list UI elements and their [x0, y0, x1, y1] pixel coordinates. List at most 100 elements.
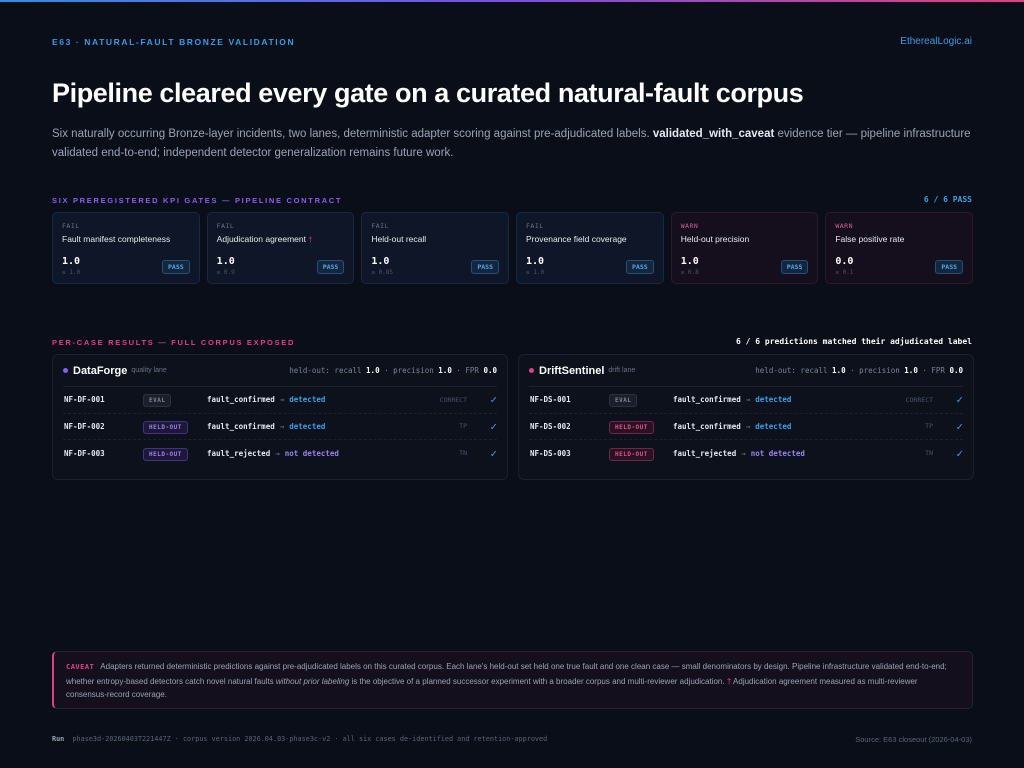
- pass-badge: PASS: [626, 260, 654, 274]
- case-id: NF-DS-003: [530, 448, 571, 458]
- gate-threshold: ≥ 0.8: [680, 269, 699, 276]
- recall-value: 1.0: [832, 366, 846, 375]
- lane-type: quality lane: [131, 367, 167, 374]
- recall-value: 1.0: [366, 366, 380, 375]
- case-result: TP: [459, 422, 467, 431]
- caveat-text: is the objective of a planned successor …: [349, 676, 727, 686]
- precision-value: 1.0: [904, 366, 918, 375]
- arrow-icon: →: [745, 421, 751, 431]
- metric-label: · precision: [379, 366, 439, 375]
- case-row: NF-DF-002 HELD-OUT fault_confirmed → detec…: [63, 414, 497, 440]
- metric-label: held-out: recall: [755, 366, 833, 375]
- gate-name-text: Held-out recall: [371, 234, 427, 244]
- case-row: NF-DF-003 HELD-OUT fault_rejected → not de…: [63, 440, 497, 467]
- case-result: CORRECT: [439, 395, 467, 404]
- caveat-box: CAVEAT Adapters returned deterministic pr…: [52, 651, 973, 709]
- lane-card: DriftSentinel drift lane held-out: recall…: [518, 354, 974, 480]
- brand-link[interactable]: EtherealLogic.ai: [900, 36, 972, 47]
- kpi-gate-card: FAIL Fault manifest completeness 1.0 ≥ 1…: [52, 212, 200, 284]
- split-badge: EVAL: [143, 394, 172, 408]
- kpi-gate-card: FAIL Held-out recall 1.0 ≥ 0.85 PASS: [361, 212, 510, 284]
- gate-name: Held-out precision: [681, 234, 809, 244]
- lede-text: Six naturally occurring Bronze-layer inc…: [52, 128, 653, 140]
- lane-dot-icon: [529, 368, 534, 373]
- prediction: detected: [289, 421, 326, 431]
- source: Source: E63 closeout (2026-04-03): [855, 735, 972, 744]
- caveat-text: Adapters returned deterministic predicti…: [66, 662, 947, 686]
- case-id: NF-DS-002: [530, 421, 571, 431]
- run-info: Run phase3d-20260403T221447Z · corpus ve…: [52, 735, 547, 743]
- kpi-gate-card: WARN False positive rate 0.0 ≤ 0.1 PASS: [825, 212, 974, 284]
- sep: ·: [330, 735, 343, 743]
- gate-name-text: Provenance field coverage: [526, 234, 627, 244]
- kpi-gate-card: FAIL Provenance field coverage 1.0 ≥ 1.0…: [516, 212, 664, 284]
- split-badge: EVAL: [609, 394, 638, 408]
- arrow-icon: →: [279, 395, 285, 405]
- run-id: phase3d-20260403T221447Z: [72, 735, 171, 743]
- split-badge: HELD-OUT: [143, 447, 188, 461]
- gate-value: 1.0: [62, 256, 81, 267]
- arrow-icon: →: [745, 395, 751, 405]
- kpi-gates: FAIL Fault manifest completeness 1.0 ≥ 1…: [52, 212, 974, 284]
- check-icon: ✓: [956, 393, 963, 407]
- prediction: detected: [755, 421, 792, 431]
- check-icon: ✓: [956, 419, 963, 433]
- metric-label: · FPR: [451, 366, 484, 375]
- dagger-mark: †: [308, 237, 313, 244]
- run-label: Run: [52, 735, 65, 743]
- check-icon: ✓: [490, 419, 497, 433]
- prediction: not detected: [284, 448, 339, 458]
- gate-name: Provenance field coverage: [526, 234, 654, 244]
- arrow-icon: →: [741, 448, 746, 458]
- gate-name: False positive rate: [835, 234, 963, 244]
- lane-metrics: held-out: recall 1.0 · precision 1.0 · F…: [755, 366, 963, 375]
- gate-value: 1.0: [371, 256, 390, 267]
- sep: ·: [170, 735, 183, 743]
- metric-label: · precision: [845, 366, 905, 375]
- gate-value: 0.0: [835, 256, 854, 267]
- cases-summary: 6 / 6 predictions matched their adjudica…: [735, 337, 972, 346]
- case-id: NF-DF-002: [64, 421, 105, 431]
- prediction: detected: [755, 395, 792, 405]
- caveat-label: CAVEAT: [66, 663, 95, 671]
- case-result: TN: [925, 449, 933, 458]
- lane-name: DataForge: [73, 364, 128, 377]
- prediction: detected: [289, 395, 326, 405]
- precision-value: 1.0: [438, 366, 452, 375]
- check-icon: ✓: [490, 446, 497, 460]
- pass-badge: PASS: [935, 260, 964, 274]
- adjudicated-label: fault_rejected: [207, 448, 271, 458]
- gate-severity: FAIL: [216, 222, 235, 230]
- arrow-icon: →: [279, 421, 285, 431]
- pass-badge: PASS: [162, 260, 190, 274]
- gate-threshold: ≥ 0.9: [216, 269, 235, 276]
- gate-name-text: False positive rate: [835, 234, 905, 244]
- evidence-tier: validated_with_caveat: [652, 128, 775, 140]
- gate-severity: FAIL: [371, 222, 389, 230]
- retention-note: all six cases de-identified and retentio…: [342, 735, 548, 743]
- split-badge: HELD-OUT: [143, 420, 188, 434]
- lane-metrics: held-out: recall 1.0 · precision 1.0 · F…: [289, 366, 497, 375]
- gate-severity: FAIL: [62, 222, 80, 230]
- case-row: NF-DF-001 EVAL fault_confirmed → detected …: [63, 387, 497, 414]
- case-row: NF-DS-001 EVAL fault_confirmed → detected …: [529, 387, 963, 414]
- adjudicated-label: fault_rejected: [673, 448, 737, 458]
- case-id: NF-DF-003: [64, 448, 105, 458]
- gate-value: 1.0: [526, 256, 545, 267]
- adjudicated-label: fault_confirmed: [673, 421, 741, 431]
- split-badge: HELD-OUT: [609, 447, 654, 461]
- case-id: NF-DF-001: [64, 395, 105, 405]
- kpi-gate-card: WARN Held-out precision 1.0 ≥ 0.8 PASS: [670, 212, 819, 284]
- metric-label: held-out: recall: [289, 366, 367, 375]
- fpr-value: 0.0: [483, 366, 497, 375]
- gate-value: 1.0: [216, 256, 235, 267]
- gate-severity: FAIL: [526, 222, 544, 230]
- pass-badge: PASS: [471, 260, 500, 274]
- lane-card: DataForge quality lane held-out: recall 1…: [52, 354, 508, 480]
- gate-name: Adjudication agreement †: [217, 234, 345, 244]
- gates-summary: 6 / 6 PASS: [923, 195, 972, 204]
- arrow-icon: →: [275, 448, 280, 458]
- gate-threshold: ≥ 1.0: [526, 269, 545, 276]
- gates-section-title: SIX PREREGISTERED KPI GATES — PIPELINE C…: [52, 196, 343, 205]
- metric-label: · FPR: [917, 366, 950, 375]
